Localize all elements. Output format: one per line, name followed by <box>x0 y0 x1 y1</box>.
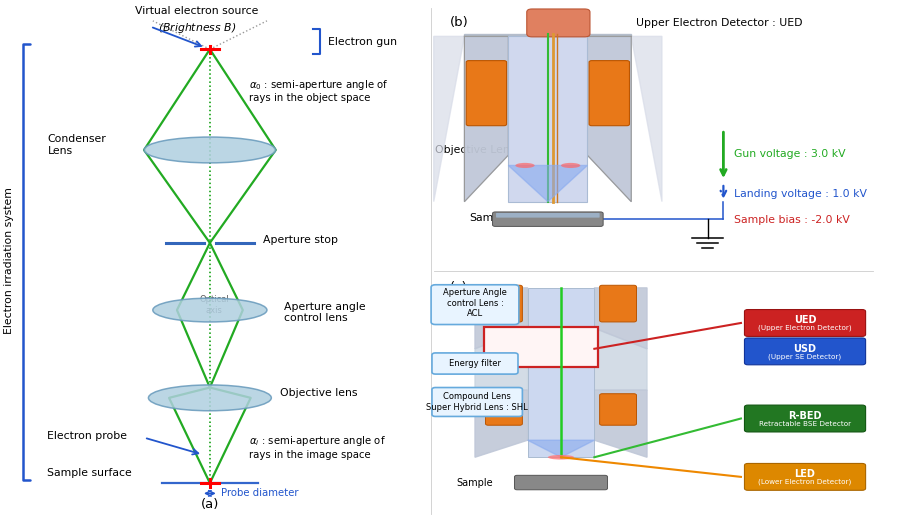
FancyBboxPatch shape <box>515 476 608 490</box>
FancyBboxPatch shape <box>432 353 518 374</box>
Text: LED: LED <box>795 469 815 479</box>
Text: Optical
axis: Optical axis <box>200 295 230 315</box>
Text: (Brightness $B$): (Brightness $B$) <box>158 21 236 35</box>
FancyBboxPatch shape <box>508 37 588 201</box>
Text: Objective lens: Objective lens <box>280 388 357 398</box>
Text: (Lower Electron Detector): (Lower Electron Detector) <box>759 479 851 485</box>
Polygon shape <box>464 37 508 201</box>
Text: Upper Electron Detector : UED: Upper Electron Detector : UED <box>635 18 802 28</box>
Polygon shape <box>475 288 527 349</box>
FancyBboxPatch shape <box>527 288 594 457</box>
Ellipse shape <box>153 298 267 322</box>
Text: Aperture angle
control lens: Aperture angle control lens <box>284 302 366 324</box>
Text: Retractable BSE Detector: Retractable BSE Detector <box>759 421 851 426</box>
Text: Sample surface: Sample surface <box>48 468 132 478</box>
Polygon shape <box>594 288 647 349</box>
Text: Gun voltage : 3.0 kV: Gun voltage : 3.0 kV <box>734 149 846 159</box>
Text: (b): (b) <box>449 16 468 29</box>
Text: R-BED: R-BED <box>788 411 822 421</box>
Text: UED: UED <box>794 315 816 325</box>
Ellipse shape <box>144 137 275 163</box>
Text: Sample: Sample <box>469 213 509 223</box>
Text: Virtual electron source: Virtual electron source <box>135 6 258 16</box>
Polygon shape <box>434 37 464 201</box>
Text: Landing voltage : 1.0 kV: Landing voltage : 1.0 kV <box>734 189 867 199</box>
Text: $\alpha_i$ : semi-aperture angle of
rays in the image space: $\alpha_i$ : semi-aperture angle of rays… <box>249 434 386 459</box>
Polygon shape <box>475 328 527 390</box>
Text: (Upper Electron Detector): (Upper Electron Detector) <box>758 325 851 331</box>
Text: Aperture stop: Aperture stop <box>263 235 338 245</box>
Polygon shape <box>475 390 527 457</box>
FancyBboxPatch shape <box>744 464 866 490</box>
FancyBboxPatch shape <box>599 285 636 322</box>
FancyBboxPatch shape <box>485 394 522 425</box>
FancyBboxPatch shape <box>466 61 507 126</box>
Polygon shape <box>527 440 594 457</box>
Text: $\alpha_0$ : semi-aperture angle of
rays in the object space: $\alpha_0$ : semi-aperture angle of rays… <box>249 78 389 103</box>
Text: Sample bias : -2.0 kV: Sample bias : -2.0 kV <box>734 215 850 224</box>
FancyBboxPatch shape <box>496 213 599 218</box>
FancyBboxPatch shape <box>744 405 866 432</box>
Ellipse shape <box>148 385 271 411</box>
Text: USD: USD <box>794 343 816 353</box>
Text: Electron probe: Electron probe <box>48 431 128 441</box>
FancyBboxPatch shape <box>485 285 522 322</box>
Polygon shape <box>631 37 662 201</box>
Polygon shape <box>508 165 588 201</box>
Text: Electron irradiation system: Electron irradiation system <box>4 187 13 335</box>
Text: Aperture Angle
control Lens :
ACL: Aperture Angle control Lens : ACL <box>443 289 507 318</box>
Text: Compound Lens
Super Hybrid Lens : SHL: Compound Lens Super Hybrid Lens : SHL <box>427 393 528 412</box>
FancyBboxPatch shape <box>526 9 590 37</box>
Polygon shape <box>588 37 631 201</box>
FancyBboxPatch shape <box>599 394 636 425</box>
Text: Electron gun: Electron gun <box>328 37 398 46</box>
Text: Sample: Sample <box>456 478 493 488</box>
Ellipse shape <box>561 163 581 168</box>
Polygon shape <box>464 34 631 37</box>
FancyBboxPatch shape <box>590 61 629 126</box>
Text: (a): (a) <box>201 499 219 512</box>
FancyBboxPatch shape <box>432 387 522 417</box>
Text: Condenser
Lens: Condenser Lens <box>48 134 106 156</box>
Ellipse shape <box>548 455 574 459</box>
Text: (Upper SE Detector): (Upper SE Detector) <box>769 353 842 360</box>
Text: Energy filter: Energy filter <box>449 359 501 369</box>
Text: Objective Lens: Objective Lens <box>436 145 516 155</box>
FancyBboxPatch shape <box>744 310 866 336</box>
Text: (c): (c) <box>449 281 467 293</box>
FancyBboxPatch shape <box>492 212 603 227</box>
Text: Probe diameter: Probe diameter <box>221 489 299 499</box>
Polygon shape <box>594 390 647 457</box>
FancyBboxPatch shape <box>744 338 866 365</box>
Polygon shape <box>594 328 647 390</box>
FancyBboxPatch shape <box>484 327 598 367</box>
FancyBboxPatch shape <box>431 285 519 325</box>
Ellipse shape <box>516 163 535 168</box>
